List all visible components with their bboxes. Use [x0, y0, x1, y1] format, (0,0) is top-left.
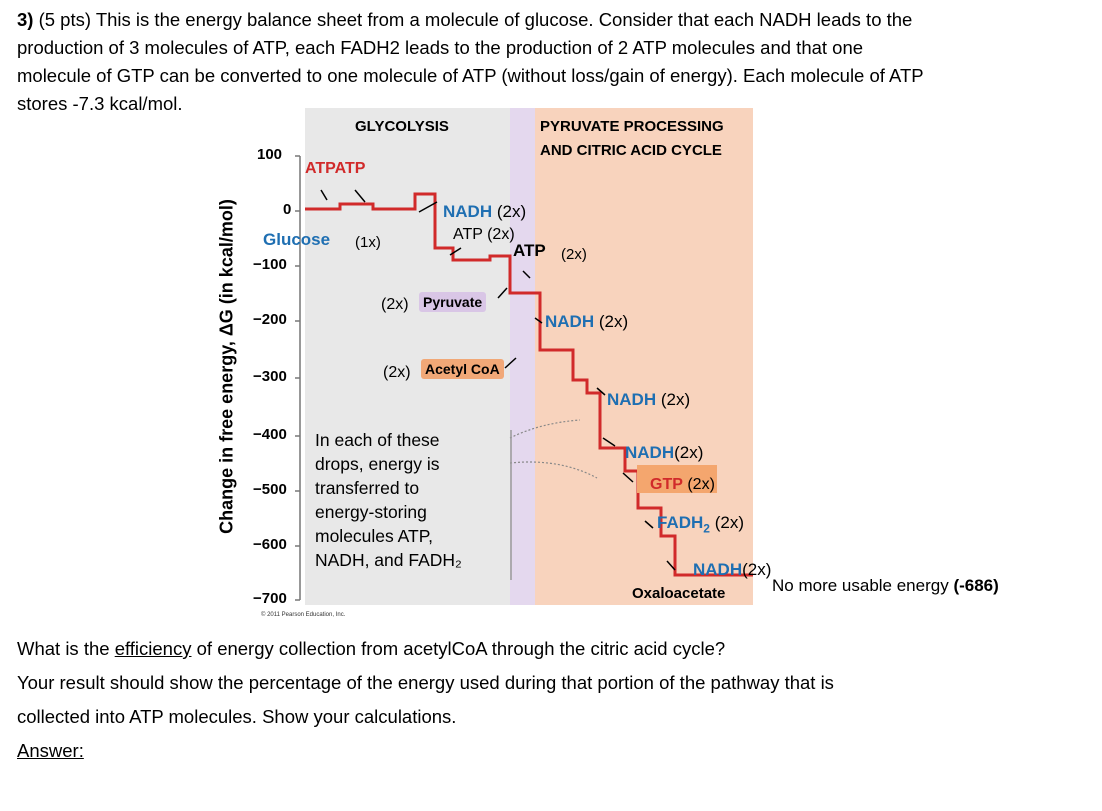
question-line-3: molecule of GTP can be converted to one … — [17, 65, 924, 86]
tick-minus-100: −100 — [253, 256, 287, 273]
tick-minus-400: −400 — [253, 426, 287, 443]
tick-minus-500: −500 — [253, 481, 287, 498]
small-arrows — [320, 189, 676, 571]
followup-line-3: collected into ATP molecules. Show your … — [17, 706, 457, 727]
tick-0: 0 — [283, 201, 292, 218]
gtp-box — [637, 465, 717, 493]
copyright: © 2011 Pearson Education, Inc. — [261, 612, 346, 618]
energy-diagram-svg — [295, 108, 753, 605]
pyruvate-count: (2x) — [381, 296, 409, 313]
question-line-4: stores -7.3 kcal/mol. — [17, 93, 183, 114]
acetyl-count: (2x) — [383, 364, 411, 381]
header-glycolysis: GLYCOLYSIS — [355, 118, 449, 135]
tick-minus-300: −300 — [253, 368, 287, 385]
followup-question: What is the efficiency of energy collect… — [17, 632, 1087, 768]
citric-acid-background — [535, 108, 753, 605]
header-pyruvate-2: AND CITRIC ACID CYCLE — [540, 142, 722, 159]
atp-2x-b-label: ATP — [513, 241, 546, 260]
tick-minus-600: −600 — [253, 536, 287, 553]
answer-label: Answer: — [17, 740, 84, 761]
question-line-2: production of 3 molecules of ATP, each F… — [17, 37, 864, 58]
gtp-label: GTP (2x) — [650, 476, 715, 493]
glycolysis-background — [305, 108, 510, 605]
question-text: 3) (5 pts) This is the energy balance sh… — [17, 6, 1087, 118]
nadh-3-label: NADH (2x) — [607, 390, 691, 409]
glucose-label: Glucose — [263, 230, 331, 249]
atp-atp-label: ATPATP — [305, 160, 366, 177]
tick-minus-700: −700 — [253, 590, 287, 607]
tick-minus-200: −200 — [253, 311, 287, 328]
nadh-5-label: NADH(2x) — [693, 560, 772, 579]
pyruvate-label: Pyruvate — [419, 292, 487, 312]
fadh2-label: FADH2 (2x) — [657, 513, 744, 536]
y-axis-label: Change in free energy, ΔG (in kcal/mol) — [216, 199, 237, 534]
atp-2x-a-label: ATP (2x) — [453, 226, 515, 243]
header-pyruvate-1: PYRUVATE PROCESSING — [540, 118, 724, 135]
acetyl-coa-label: Acetyl CoA — [421, 359, 504, 379]
followup-line-2: Your result should show the percentage o… — [17, 672, 834, 693]
glucose-count: (1x) — [355, 234, 381, 251]
nadh-2-label: NADH (2x) — [545, 312, 629, 331]
followup-line-1: What is the efficiency of energy collect… — [17, 638, 726, 659]
no-more-energy-note: No more usable energy (-686) — [772, 576, 999, 595]
energy-step-line — [305, 192, 753, 577]
energy-diagram: GLYCOLYSIS PYRUVATE PROCESSING AND CITRI… — [205, 108, 825, 623]
oxaloacetate-label: Oxaloacetate — [632, 585, 726, 602]
y-axis-ticks — [295, 155, 300, 601]
pyruvate-band — [510, 108, 535, 605]
nadh-1-label: NADH (2x) — [443, 202, 527, 221]
atp-2x-b-count: (2x) — [561, 246, 587, 263]
tick-100: 100 — [257, 146, 283, 163]
info-text: In each of these drops, energy is transf… — [315, 430, 462, 570]
dashed-arrows — [509, 419, 598, 479]
nadh-4-label: NADH(2x) — [625, 443, 704, 462]
question-line-1: 3) (5 pts) This is the energy balance sh… — [17, 9, 913, 30]
